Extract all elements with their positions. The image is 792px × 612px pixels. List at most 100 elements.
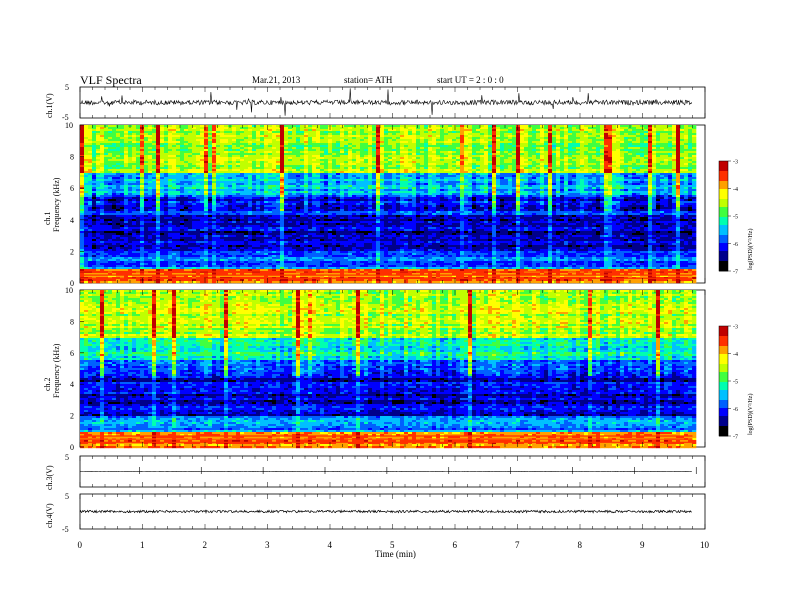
spectrogram-cell	[552, 171, 557, 174]
spectrogram-cell	[232, 181, 237, 184]
spectrogram-cell	[296, 141, 301, 144]
spectrogram-cell	[300, 135, 305, 138]
spectrogram-cell	[552, 155, 557, 158]
spectrogram-cell	[120, 141, 125, 144]
spectrogram-cell	[120, 177, 125, 180]
spectrogram-cell	[480, 167, 485, 170]
spectrogram-cell	[188, 131, 193, 134]
spectrogram-cell	[392, 143, 397, 146]
spectrogram-cell	[608, 163, 613, 166]
spectrogram-cell	[500, 139, 505, 142]
spectrogram-cell	[92, 145, 97, 148]
spectrogram-cell	[512, 131, 517, 134]
spectrogram-cell	[600, 183, 605, 186]
spectrogram-cell	[232, 149, 237, 152]
spectrogram-cell	[336, 177, 341, 180]
spectrogram-cell	[564, 177, 569, 180]
spectrogram-cell	[312, 145, 317, 148]
spectrogram-cell	[120, 175, 125, 178]
spectrogram-cell	[400, 137, 405, 140]
spectrogram-cell	[192, 185, 197, 188]
spectrogram-cell	[488, 181, 493, 184]
spectrogram-cell	[272, 133, 277, 136]
spectrogram-cell	[476, 185, 481, 188]
spectrogram-cell	[420, 129, 425, 132]
spectrogram-cell	[620, 129, 625, 132]
spectrogram-cell	[100, 151, 105, 154]
spectrogram-cell	[136, 169, 141, 172]
spectrogram-cell	[592, 155, 597, 158]
spectrogram-cell	[120, 167, 125, 170]
spectrogram-cell	[568, 127, 573, 130]
spectrogram-cell	[304, 181, 309, 184]
spectrogram-cell	[692, 125, 697, 128]
spectrogram-cell	[672, 175, 677, 178]
spectrogram-cell	[644, 171, 649, 174]
spectrogram-cell	[628, 145, 633, 148]
spectrogram-cell	[372, 137, 377, 140]
spectrogram-cell	[640, 137, 645, 140]
spectrogram-cell	[280, 155, 285, 158]
spectrogram-cell	[176, 173, 181, 176]
spectrogram-cell	[680, 173, 685, 176]
spectrogram-cell	[232, 161, 237, 164]
spectrogram-cell	[172, 149, 177, 152]
spectrogram-cell	[212, 187, 217, 190]
spectrogram-cell	[588, 141, 593, 144]
spectrogram-cell	[444, 155, 449, 158]
spectrogram-cell	[680, 131, 685, 134]
spectrogram-cell	[156, 183, 161, 186]
spectrogram-cell	[360, 181, 365, 184]
spectrogram-cell	[276, 153, 281, 156]
spectrogram-cell	[556, 149, 561, 152]
spectrogram-cell	[524, 169, 529, 172]
spectrogram-cell	[332, 153, 337, 156]
spectrogram-cell	[444, 163, 449, 166]
spectrogram-cell	[384, 131, 389, 134]
spectrogram-cell	[604, 149, 609, 152]
spectrogram-cell	[296, 159, 301, 162]
spectrogram-cell	[600, 143, 605, 146]
spectrogram-cell	[660, 165, 665, 168]
spectrogram-cell	[288, 127, 293, 130]
spectrogram-cell	[428, 177, 433, 180]
spectrogram-cell	[368, 159, 373, 162]
spectrogram-cell	[88, 159, 93, 162]
spectrogram-cell	[288, 175, 293, 178]
spectrogram-cell	[364, 179, 369, 182]
spectrogram-cell	[540, 147, 545, 150]
spectrogram-cell	[552, 161, 557, 164]
spectrogram-cell	[616, 185, 621, 188]
spectrogram-cell	[308, 127, 313, 130]
spectrogram-cell	[92, 149, 97, 152]
spectrogram-cell	[248, 155, 253, 158]
spectrogram-cell	[312, 183, 317, 186]
spectrogram-cell	[472, 147, 477, 150]
spectrogram-cell	[572, 185, 577, 188]
spectrogram-cell	[400, 151, 405, 154]
spectrogram-cell	[424, 163, 429, 166]
spectrogram-cell	[188, 169, 193, 172]
spectrogram-cell	[172, 125, 177, 128]
spectrogram-cell	[140, 183, 145, 186]
spectrogram-cell	[188, 155, 193, 158]
spectrogram-cell	[652, 131, 657, 134]
spectrogram-cell	[624, 159, 629, 162]
spectrogram-cell	[352, 139, 357, 142]
spectrogram-cell	[240, 161, 245, 164]
spectrogram-cell	[484, 175, 489, 178]
spectrogram-cell	[420, 165, 425, 168]
spectrogram-cell	[532, 143, 537, 146]
spectrogram-cell	[284, 145, 289, 148]
spectrogram-cell	[672, 133, 677, 136]
spectrogram-cell	[176, 177, 181, 180]
spectrogram-cell	[616, 151, 621, 154]
spectrogram-cell	[452, 183, 457, 186]
spectrogram-cell	[408, 179, 413, 182]
spectrogram-cell	[460, 127, 465, 130]
spectrogram-cell	[608, 159, 613, 162]
spectrogram-cell	[528, 149, 533, 152]
spectrogram-cell	[360, 141, 365, 144]
spectrogram-cell	[352, 133, 357, 136]
spectrogram-cell	[204, 165, 209, 168]
